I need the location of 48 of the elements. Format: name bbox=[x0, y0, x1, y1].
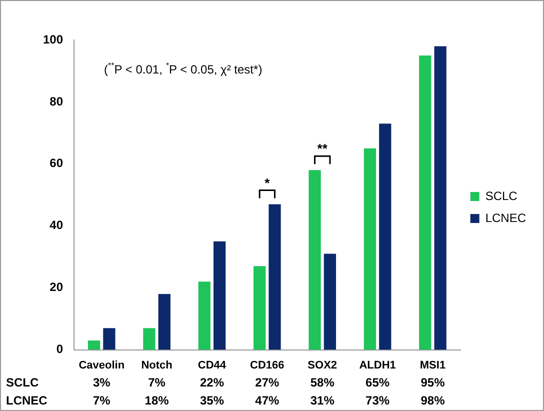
legend-label: SCLC bbox=[485, 188, 518, 203]
x-tick-label: Notch bbox=[141, 359, 173, 372]
data-label: 3% bbox=[92, 375, 111, 390]
y-tick-label: 80 bbox=[50, 94, 64, 108]
bar bbox=[254, 266, 266, 350]
data-label: 27% bbox=[255, 375, 280, 390]
data-label: 18% bbox=[144, 393, 170, 408]
x-tick-label: MSI1 bbox=[420, 359, 446, 372]
x-tick-label: SOX2 bbox=[308, 359, 338, 372]
bar bbox=[198, 282, 210, 350]
x-tick-label: CD166 bbox=[250, 359, 284, 372]
annotation: * bbox=[264, 175, 271, 190]
bar bbox=[214, 241, 226, 350]
bar bbox=[143, 328, 156, 350]
data-label: 98% bbox=[420, 393, 446, 408]
data-label: 7% bbox=[148, 375, 166, 390]
data-label: 65% bbox=[366, 375, 390, 390]
y-tick-label: 20 bbox=[50, 280, 64, 294]
x-tick-label: Caveolin bbox=[78, 359, 125, 372]
bar bbox=[434, 46, 446, 350]
data-label: 35% bbox=[200, 393, 224, 408]
data-label: 7% bbox=[92, 393, 111, 408]
y-tick-label: 100 bbox=[42, 32, 64, 46]
bar bbox=[364, 148, 376, 350]
data-label: 22% bbox=[200, 375, 224, 390]
x-tick-label: CD44 bbox=[198, 359, 227, 372]
text: LCNEC bbox=[6, 393, 48, 408]
bar bbox=[379, 124, 392, 350]
bar bbox=[158, 294, 170, 350]
data-label: 73% bbox=[366, 393, 390, 408]
bar bbox=[419, 55, 432, 350]
annotation: (**P < 0.01, *P < 0.05, χ² test*) bbox=[104, 61, 262, 76]
bar bbox=[268, 204, 281, 350]
y-tick-label: 0 bbox=[56, 342, 64, 356]
annotation: ** bbox=[317, 141, 328, 156]
x-tick-label: ALDH1 bbox=[359, 359, 396, 372]
text: SCLC bbox=[6, 375, 39, 390]
data-label: 47% bbox=[255, 393, 280, 408]
y-tick-label: 40 bbox=[50, 218, 64, 232]
data-label: 95% bbox=[420, 375, 446, 390]
bar bbox=[308, 170, 321, 350]
bar bbox=[103, 328, 116, 350]
legend-label: LCNEC bbox=[485, 210, 526, 225]
bar bbox=[324, 254, 336, 350]
bar bbox=[88, 340, 100, 350]
data-label: 58% bbox=[310, 375, 335, 390]
y-tick-label: 60 bbox=[50, 156, 64, 170]
data-label: 31% bbox=[310, 393, 335, 408]
